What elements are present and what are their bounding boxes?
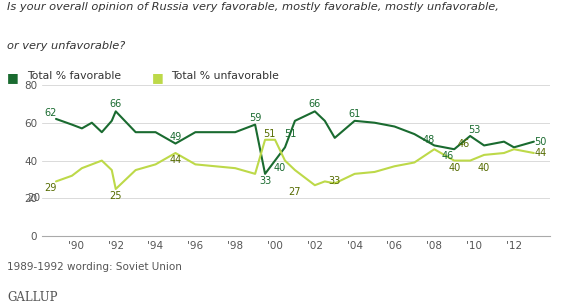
Text: 61: 61 [348,109,361,119]
Text: 27: 27 [289,187,301,197]
Text: 48: 48 [422,135,435,145]
Text: ■: ■ [7,71,19,84]
Text: 40: 40 [478,162,490,172]
Text: ■: ■ [151,71,163,84]
Text: Total % favorable: Total % favorable [27,71,121,81]
Text: 46: 46 [457,139,470,149]
Text: Total % unfavorable: Total % unfavorable [171,71,279,81]
Text: GALLUP: GALLUP [7,291,58,303]
Text: 44: 44 [535,148,547,158]
Text: 46: 46 [441,151,453,161]
Text: 59: 59 [249,113,261,123]
Text: 20: 20 [27,193,41,204]
Text: 29: 29 [44,183,57,193]
Text: 1989-1992 wording: Soviet Union: 1989-1992 wording: Soviet Union [7,262,182,272]
Text: 51: 51 [263,129,275,139]
Text: 66: 66 [109,99,122,109]
Text: 49: 49 [169,132,182,142]
Text: 40: 40 [273,162,286,172]
Text: 25: 25 [109,191,122,201]
Text: 66: 66 [309,99,321,109]
Text: 44: 44 [169,155,182,165]
Text: 40: 40 [448,162,461,172]
Text: or very unfavorable?: or very unfavorable? [7,41,126,51]
Text: 53: 53 [468,125,480,135]
Text: 33: 33 [329,176,341,186]
Text: 51: 51 [284,129,297,139]
Text: Is your overall opinion of Russia very favorable, mostly favorable, mostly unfav: Is your overall opinion of Russia very f… [7,2,499,12]
Text: 50: 50 [535,137,547,147]
Text: 33: 33 [259,176,271,186]
Text: 62: 62 [44,108,57,118]
